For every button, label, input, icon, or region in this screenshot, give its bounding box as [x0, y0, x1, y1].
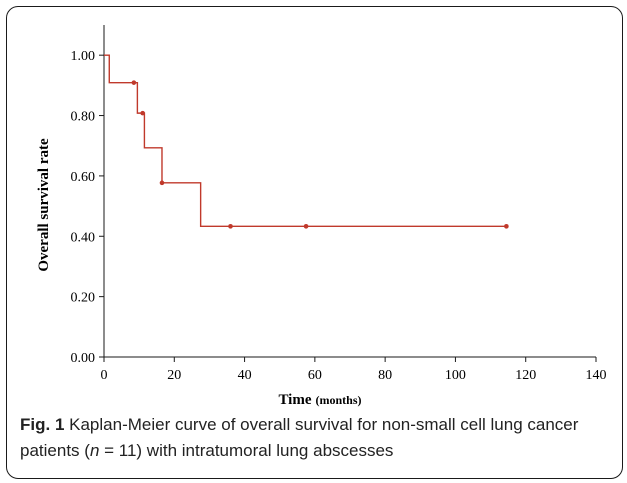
- caption-figure-label: Fig. 1: [20, 415, 65, 434]
- y-tick-label: 1.00: [71, 49, 96, 64]
- censor-marker: [159, 180, 165, 186]
- x-tick-label: 0: [101, 368, 108, 383]
- x-axis-title-main: Time: [278, 392, 311, 408]
- x-tick-label: 100: [445, 368, 466, 383]
- x-axis-title: Time (months): [278, 392, 361, 408]
- y-tick-label: 0.80: [71, 110, 96, 125]
- survival-curve-layer: [104, 54, 507, 228]
- y-axis-ticks: 0.00 0.20 0.40 0.60 0.80 1.00: [71, 49, 104, 366]
- caption-text-after: = 11) with intratumoral lung abscesses: [99, 441, 394, 460]
- x-tick-label: 120: [515, 368, 536, 383]
- y-tick-label: 0.20: [71, 291, 96, 306]
- y-axis-title: Overall survival rate: [36, 138, 52, 272]
- caption-n-symbol: n: [89, 441, 100, 460]
- chart-axes: [103, 25, 596, 358]
- x-tick-label: 80: [378, 368, 392, 383]
- x-tick-label: 20: [167, 368, 181, 383]
- censor-marker: [140, 110, 145, 116]
- y-tick-label: 0.60: [71, 170, 96, 185]
- y-tick-label: 0.40: [71, 230, 96, 245]
- caption-text-before: Kaplan-Meier curve of overall survival f…: [20, 415, 579, 460]
- x-axis-ticks: 0 20 40 60 80 100 120 140: [101, 357, 607, 383]
- x-tick-label: 60: [308, 368, 322, 383]
- figure-caption: Fig. 1 Kaplan-Meier curve of overall sur…: [20, 412, 612, 464]
- survival-step-curve: [104, 54, 507, 228]
- censor-marker: [131, 80, 137, 85]
- x-axis-title-unit: (months): [316, 393, 362, 407]
- censor-markers-layer: [131, 80, 509, 229]
- x-tick-label: 40: [238, 368, 252, 383]
- x-tick-label: 140: [586, 368, 607, 383]
- censor-marker: [228, 224, 233, 229]
- y-tick-label: 0.00: [71, 351, 96, 366]
- figure-frame: [6, 6, 623, 479]
- censor-marker: [504, 224, 509, 229]
- censor-marker: [303, 224, 309, 229]
